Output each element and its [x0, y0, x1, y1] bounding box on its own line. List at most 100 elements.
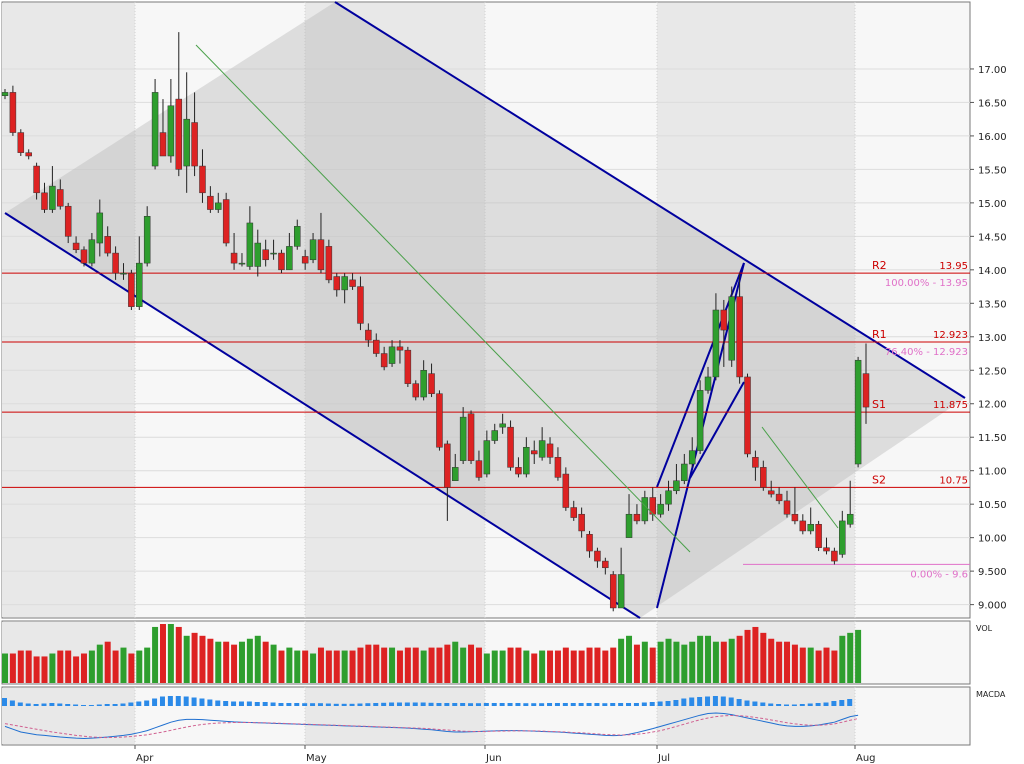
level-value: 12.923: [933, 330, 968, 341]
volume-bar: [420, 650, 427, 683]
y-tick-label: 16.00: [978, 132, 1007, 143]
volume-bar: [657, 641, 664, 683]
level-value: 11.875: [933, 400, 968, 411]
candle-body: [704, 376, 712, 391]
volume-bar: [73, 656, 80, 683]
candle-body: [570, 507, 577, 518]
macd-histogram-bar: [570, 703, 576, 706]
month-band: [305, 3, 485, 617]
macd-histogram-bar: [712, 696, 718, 706]
volume-bar: [468, 644, 475, 683]
macd-histogram-bar: [815, 703, 821, 706]
macd-histogram-bar: [420, 702, 426, 706]
candle-body: [17, 132, 25, 153]
macd-histogram-bar: [554, 703, 560, 706]
macd-histogram-bar: [120, 703, 126, 706]
volume-bar: [104, 641, 111, 683]
volume-bar: [310, 653, 317, 683]
volume-bar: [349, 650, 356, 683]
macd-histogram-bar: [602, 703, 608, 706]
candle-body: [451, 467, 459, 481]
volume-bar: [294, 650, 301, 683]
candle-body: [515, 467, 522, 475]
candle-body: [475, 460, 483, 478]
channel-fill: [5, 2, 965, 618]
volume-bar: [475, 647, 482, 683]
volume-bar: [839, 635, 846, 683]
volume-bar: [373, 644, 380, 683]
candle-body: [25, 152, 32, 157]
candle-body: [96, 212, 104, 244]
macd-histogram-bar: [373, 703, 379, 706]
macd-histogram-bar: [618, 703, 624, 706]
macd-histogram-bar: [736, 699, 742, 706]
macd-histogram-bar: [689, 697, 695, 706]
volume-bar: [507, 647, 514, 683]
y-tick-label: 13.50: [978, 299, 1007, 310]
x-tick-label: Jun: [485, 753, 502, 764]
candle-body: [657, 503, 664, 515]
candle-body: [507, 426, 514, 468]
channel-lower-line: [4, 212, 641, 619]
candle-body: [862, 373, 870, 408]
volume-bar: [649, 647, 656, 683]
candle-body: [286, 246, 293, 271]
macd-histogram-bar: [539, 703, 545, 706]
volume-bar: [80, 653, 87, 683]
macd-histogram-bar: [428, 702, 434, 706]
macd-histogram-bar: [562, 703, 568, 706]
volume-bar: [602, 650, 609, 683]
candle-body: [791, 513, 799, 522]
candle-body: [136, 262, 143, 307]
macd-histogram-bar: [823, 702, 829, 706]
volume-bar: [262, 641, 269, 683]
macd-histogram-bar: [17, 702, 23, 706]
candle-body: [854, 359, 862, 465]
candle-body: [625, 513, 633, 538]
macd-histogram-bar: [41, 703, 47, 706]
volume-bar: [673, 641, 680, 683]
candle-body: [1, 92, 9, 96]
volume-bar: [9, 653, 16, 683]
volume-bar: [594, 647, 601, 683]
volume-bar: [665, 638, 672, 683]
volume-bar: [523, 650, 530, 683]
volume-bar: [120, 647, 127, 683]
level-name: R2: [872, 259, 887, 272]
volume-bar: [246, 638, 253, 683]
macd-histogram-bar: [531, 703, 537, 706]
candle-body: [191, 122, 198, 167]
candle-body: [444, 443, 451, 488]
volume-bar: [317, 647, 324, 683]
candle-body: [546, 443, 554, 458]
volume-bar: [744, 629, 751, 683]
macd-histogram-bar: [33, 704, 39, 706]
volume-bar: [586, 647, 593, 683]
candle-body: [333, 276, 341, 291]
volume-bar: [254, 635, 261, 683]
y-tick-label: 10.50: [978, 500, 1007, 511]
macd-histogram-bar: [349, 703, 355, 706]
candle-body: [33, 165, 40, 194]
volume-bar: [539, 650, 546, 683]
candle-body: [499, 423, 506, 428]
candle-body: [357, 286, 364, 324]
macd-histogram-bar: [152, 698, 158, 706]
candle-body: [175, 98, 183, 170]
rising-channel-inner: [689, 381, 745, 479]
macd-histogram-bar: [507, 703, 513, 706]
candle-body: [523, 447, 530, 475]
macd-histogram-bar: [49, 703, 55, 706]
candle-body: [112, 252, 119, 274]
volume-bar: [404, 647, 411, 683]
volume-bar: [705, 635, 712, 683]
candle-body: [388, 346, 396, 364]
month-band: [305, 688, 485, 744]
macd-histogram-bar: [720, 696, 726, 706]
macd-histogram-bar: [705, 696, 711, 706]
volume-bar: [460, 647, 467, 683]
volume-bar: [570, 650, 577, 683]
volume-bar: [641, 641, 648, 683]
candle-body: [41, 192, 48, 210]
